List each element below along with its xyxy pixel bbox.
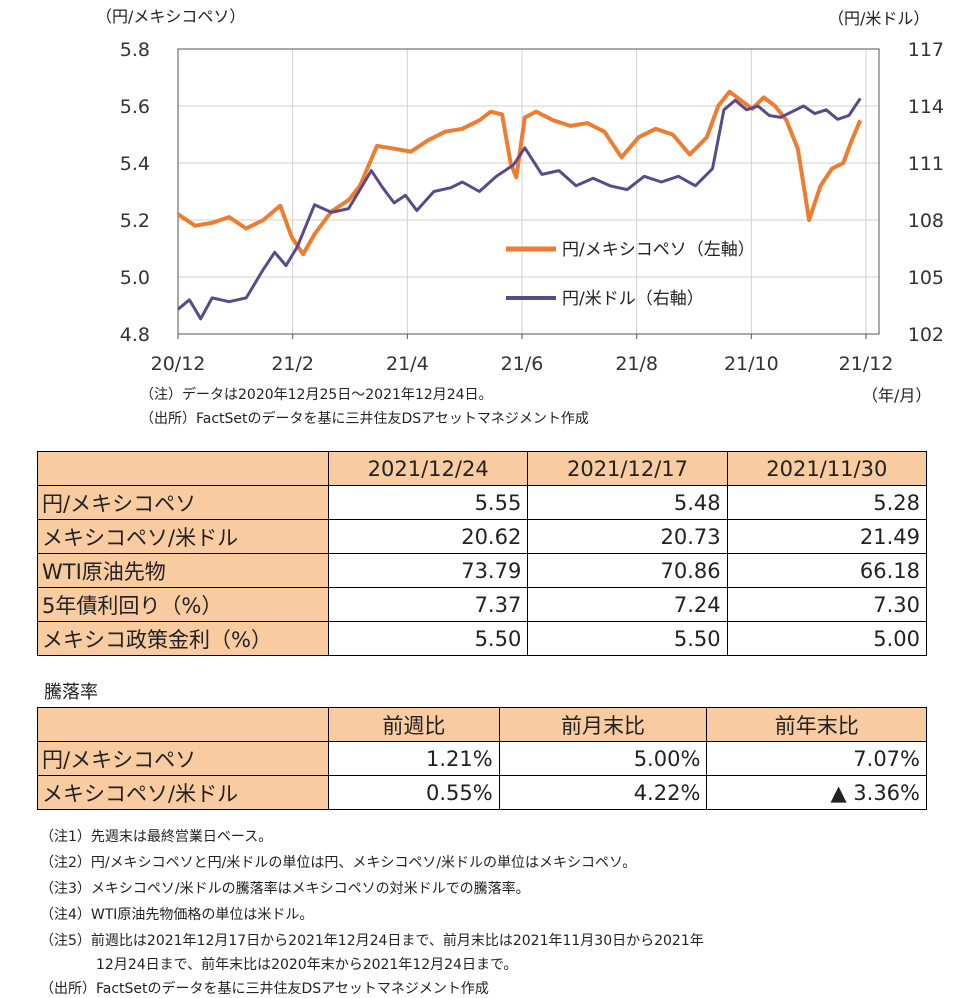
left-tick-label: 4.8 (120, 324, 150, 346)
footnote: （注3）メキシコペソ/米ドルの騰落率はメキシコペソの対米ドルでの騰落率。 (40, 881, 530, 897)
table-cell: 5.55 (327, 485, 529, 520)
table-header: 2021/12/24 (327, 451, 529, 486)
left-tick-label: 5.6 (120, 96, 150, 118)
table-cell: 70.86 (527, 553, 728, 588)
table-cell: 4.22% (498, 775, 708, 810)
footnote: （出所）FactSetのデータを基に三井住友DSアセットマネジメント作成 (40, 981, 489, 997)
footnote: （注1）先週末は最終営業日ベース。 (40, 829, 273, 845)
table-cell: 5.50 (327, 621, 529, 656)
table-cell: 1.21% (328, 741, 500, 776)
x-axis-unit: （年/月） (862, 386, 931, 405)
table-cell: 7.37 (327, 587, 529, 622)
table-cell: 5.28 (726, 485, 928, 520)
table-cell: 5.00 (726, 621, 928, 656)
left-tick-label: 5.2 (120, 210, 150, 232)
row-label: 5年債利回り（%） (37, 587, 329, 622)
table-row: 円/メキシコペソ 5.55 5.48 5.28 (37, 485, 928, 520)
table-row: メキシコペソ/米ドル 0.55% 4.22% ▲ 3.36% (37, 775, 927, 810)
row-label: WTI原油先物 (37, 553, 329, 588)
row-label: 円/メキシコペソ (37, 741, 329, 776)
row-label: メキシコペソ/米ドル (37, 519, 329, 554)
x-tick-label: 21/12 (839, 353, 894, 375)
table-row: メキシコ政策金利（%） 5.50 5.50 5.00 (37, 621, 928, 656)
table-cell: 21.49 (726, 519, 928, 554)
table-row: 5年債利回り（%） 7.37 7.24 7.30 (37, 587, 928, 622)
right-tick-label: 108 (908, 210, 944, 232)
x-tick-label: 21/8 (615, 353, 658, 375)
table-cell: 66.18 (726, 553, 928, 588)
right-tick-label: 111 (908, 153, 944, 175)
table-row: 円/メキシコペソ 1.21% 5.00% 7.07% (37, 741, 927, 776)
table-header: 前月末比 (498, 707, 708, 742)
table-cell: 5.50 (527, 621, 728, 656)
footnote: （注5）前週比は2021年12月17日から2021年12月24日まで、前月末比は… (40, 933, 704, 949)
left-tick-label: 5.0 (120, 267, 150, 289)
right-axis-unit: （円/米ドル） (828, 9, 929, 28)
table-cell: 5.00% (498, 741, 708, 776)
table-cell: 7.07% (706, 741, 927, 776)
chart-note: （注）データは2020年12月25日～2021年12月24日。 (140, 387, 493, 403)
table-header: 前週比 (328, 707, 500, 742)
table-header-row: 2021/12/24 2021/12/17 2021/11/30 (37, 451, 928, 486)
x-tick-label: 21/4 (386, 353, 429, 375)
legend-label-usd: 円/米ドル（右軸） (562, 289, 704, 309)
table-row: WTI原油先物 73.79 70.86 66.18 (37, 553, 928, 588)
table-header-row: 前週比 前月末比 前年末比 (37, 707, 927, 742)
left-axis-unit: （円/メキシコペソ） (96, 7, 245, 26)
chart-gridlines (178, 49, 879, 334)
legend: 円/メキシコペソ（左軸） 円/米ドル（右軸） (506, 240, 755, 309)
series-line-yen-usd (177, 97, 862, 321)
series-lines (176, 89, 863, 321)
table-cell: 0.55% (328, 775, 500, 810)
x-tick-label: 20/12 (151, 353, 206, 375)
right-tick-label: 105 (908, 267, 944, 289)
left-axis-ticks: 5.8 5.6 5.4 5.2 5.0 4.8 (120, 39, 150, 346)
table-cell: 73.79 (327, 553, 529, 588)
x-tick-label: 21/10 (724, 353, 779, 375)
footnote: （注2）円/メキシコペソと円/米ドルの単位は円、メキシコペソ/米ドルの単位はメキ… (40, 855, 637, 871)
change-rate-label: 騰落率 (44, 682, 98, 703)
x-axis-ticks: 20/12 21/2 21/4 21/6 21/8 21/10 21/12 (151, 334, 894, 375)
table-cell: 20.73 (527, 519, 728, 554)
table-row: メキシコペソ/米ドル 20.62 20.73 21.49 (37, 519, 928, 554)
right-tick-label: 117 (908, 39, 944, 61)
x-tick-label: 21/2 (271, 353, 314, 375)
table-cell: 7.24 (527, 587, 728, 622)
left-tick-label: 5.4 (120, 153, 150, 175)
market-data-table: 2021/12/24 2021/12/17 2021/11/30 円/メキシコペ… (37, 451, 928, 656)
table-header: 前年末比 (706, 707, 927, 742)
chart-source: （出所）FactSetのデータを基に三井住友DSアセットマネジメント作成 (140, 411, 589, 427)
row-label: 円/メキシコペソ (37, 485, 329, 520)
change-rate-table: 前週比 前月末比 前年末比 円/メキシコペソ 1.21% 5.00% 7.07%… (37, 707, 927, 810)
left-tick-label: 5.8 (120, 39, 150, 61)
table-corner-cell (37, 451, 329, 486)
table-cell: 5.48 (527, 485, 728, 520)
right-tick-label: 102 (908, 324, 944, 346)
series-line-yen-peso (176, 89, 863, 257)
table-cell: 20.62 (327, 519, 529, 554)
footnote: （注4）WTI原油先物価格の単位は米ドル。 (40, 907, 314, 923)
row-label: メキシコペソ/米ドル (37, 775, 329, 810)
table-corner-cell (37, 707, 329, 742)
x-tick-label: 21/6 (501, 353, 544, 375)
table-cell: 7.30 (726, 587, 928, 622)
legend-label-peso: 円/メキシコペソ（左軸） (562, 240, 755, 260)
table-header: 2021/11/30 (726, 451, 928, 486)
table-cell: ▲ 3.36% (706, 775, 927, 810)
footnote: 12月24日まで、前年末比は2020年末から2021年12月24日まで。 (40, 957, 518, 973)
plot-frame (177, 48, 880, 335)
fx-line-chart: 20/12 21/2 21/4 21/6 21/8 21/10 21/12 5.85.65.… (96, 7, 944, 405)
right-axis-ticks: 117 114 111 108 105 102 (908, 39, 944, 346)
table-header: 2021/12/17 (527, 451, 728, 486)
right-tick-label: 114 (908, 96, 944, 118)
row-label: メキシコ政策金利（%） (37, 621, 329, 656)
